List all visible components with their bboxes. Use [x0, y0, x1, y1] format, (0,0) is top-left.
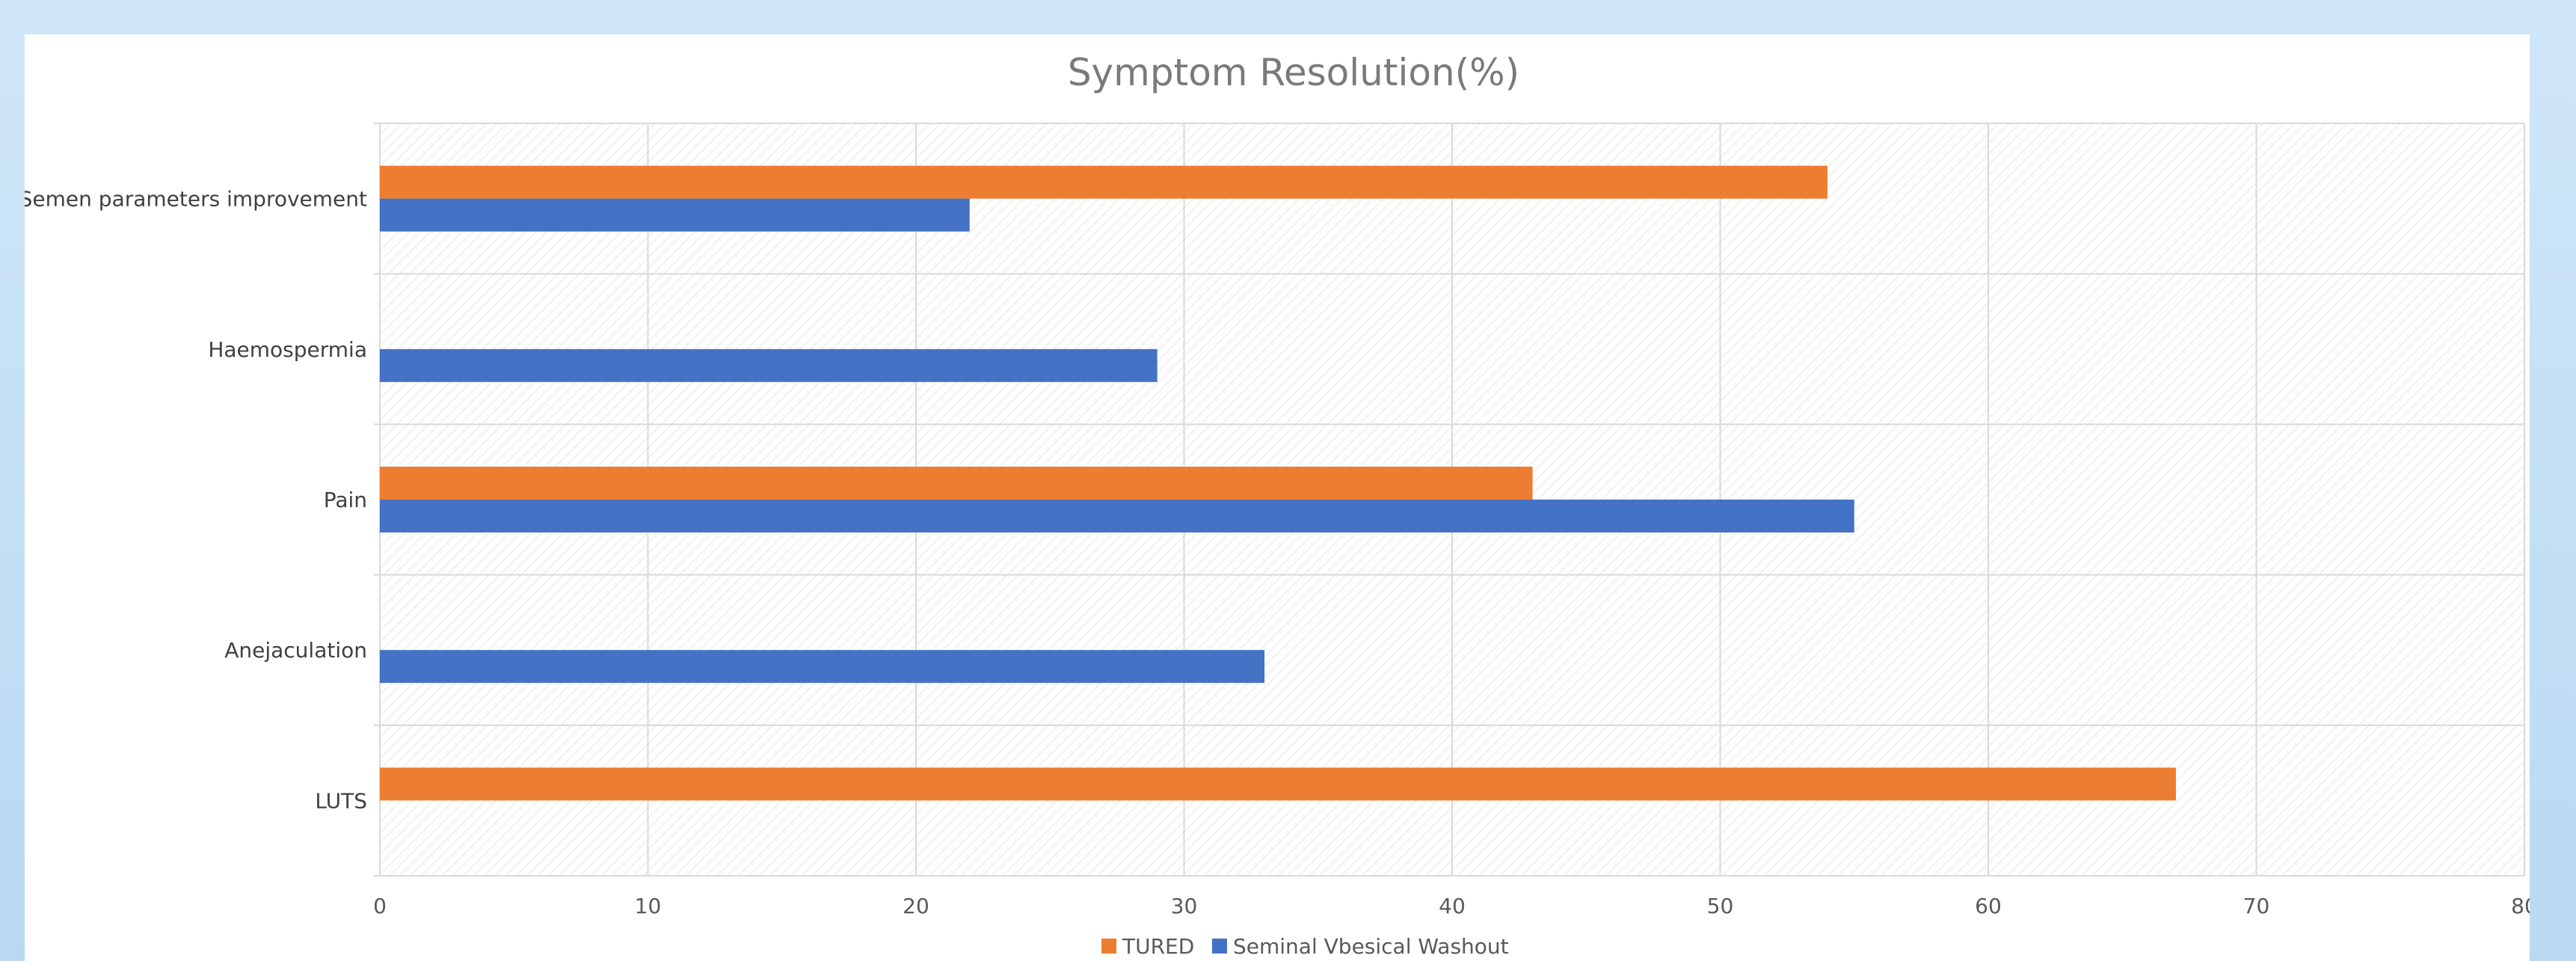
legend: TURED Seminal Vbesical Washout — [1101, 934, 1509, 959]
bar-chart: Symptom Resolution(%) TURED: 54Seminal V… — [25, 51, 2530, 959]
x-tick-label: 30 — [1171, 894, 1198, 918]
category-label: Haemospermia — [208, 337, 367, 362]
x-tick-label: 80 — [2511, 894, 2530, 918]
category-label: LUTS — [315, 788, 367, 813]
chart-title: Symptom Resolution(%) — [1068, 51, 1519, 94]
x-tick-label: 10 — [635, 894, 662, 918]
legend-swatch — [1212, 939, 1227, 954]
bar-seminal-vbesical-washout-semen-parameters-improvement: Seminal Vbesical Washout: 22 — [380, 198, 970, 232]
x-tick-label: 40 — [1439, 894, 1466, 918]
x-tick-label: 60 — [1975, 894, 2002, 918]
bar-seminal-vbesical-washout-haemospermia: Seminal Vbesical Washout: 29 — [380, 349, 1158, 382]
bar-seminal-vbesical-washout-anejaculation: Seminal Vbesical Washout: 33 — [380, 650, 1265, 684]
category-label: Semen parameters improvement — [25, 187, 367, 212]
x-tick-label: 70 — [2243, 894, 2270, 918]
category-label: Pain — [324, 488, 367, 512]
legend-label: Seminal Vbesical Washout — [1233, 934, 1509, 959]
gridlines — [374, 123, 2525, 876]
bar-tured-pain: TURED: 43 — [380, 467, 1533, 500]
bars: TURED: 54Seminal Vbesical Washout: 22 Sem… — [380, 165, 2176, 801]
x-tick-label: 0 — [373, 894, 387, 918]
category-label: Anejaculation — [224, 638, 367, 663]
x-tick-label: 20 — [903, 894, 929, 918]
bar-tured-semen-parameters-improvement: TURED: 54 — [380, 165, 1828, 199]
category-labels: Semen parameters improvement Haemospermia… — [25, 187, 367, 814]
bar-seminal-vbesical-washout-pain: Seminal Vbesical Washout: 55 — [380, 500, 1854, 532]
chart-card: Symptom Resolution(%) TURED: 54Seminal V… — [25, 34, 2530, 961]
x-tick-labels: 0 10 20 30 40 50 60 70 80 — [373, 894, 2530, 918]
x-tick-label: 50 — [1707, 894, 1734, 918]
bar-tured-luts: TURED: 67 — [380, 767, 2176, 801]
legend-swatch — [1101, 939, 1116, 954]
legend-label: TURED — [1122, 934, 1194, 959]
